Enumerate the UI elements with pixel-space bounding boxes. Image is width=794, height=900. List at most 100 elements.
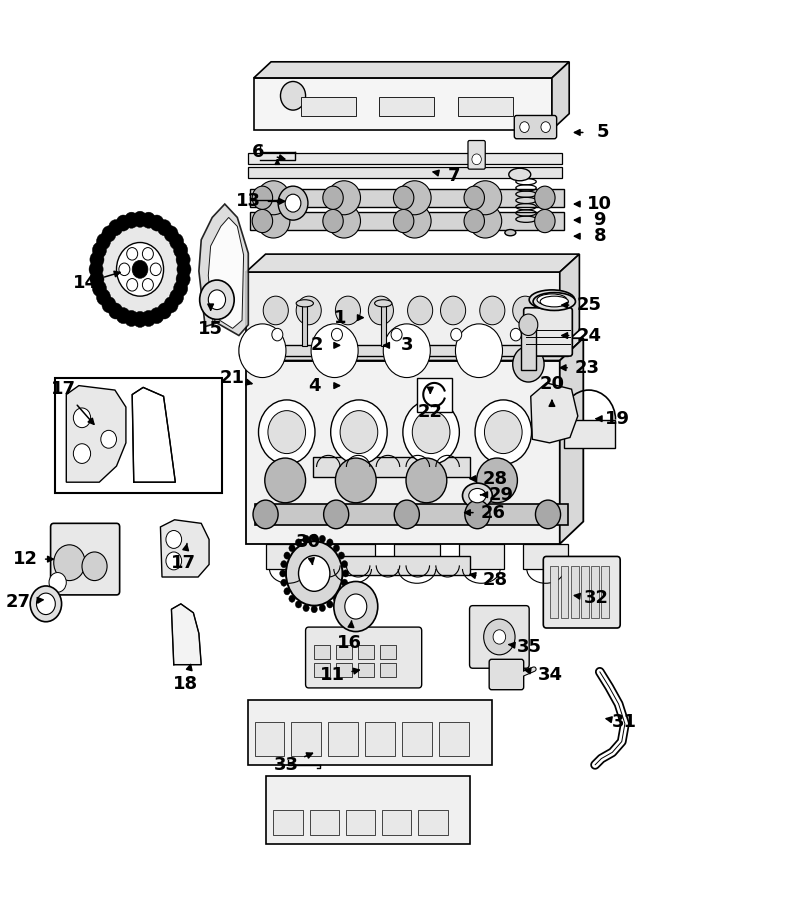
Bar [601,566,609,618]
Ellipse shape [398,181,431,215]
Bar [380,663,395,677]
Circle shape [252,186,272,210]
Circle shape [199,280,234,319]
Circle shape [285,194,301,212]
Text: 13: 13 [236,193,260,211]
Polygon shape [66,385,126,482]
Text: 27: 27 [5,593,30,611]
Polygon shape [560,254,580,348]
Ellipse shape [335,458,376,503]
Circle shape [327,539,333,546]
Circle shape [513,296,538,325]
Circle shape [286,541,342,606]
Text: 33: 33 [273,756,299,774]
Circle shape [264,296,288,325]
Ellipse shape [328,204,360,238]
Circle shape [391,328,402,341]
FancyBboxPatch shape [524,308,572,356]
Circle shape [534,186,555,210]
Circle shape [456,324,503,378]
Text: 23: 23 [575,359,599,377]
Circle shape [176,251,191,267]
Ellipse shape [540,296,569,307]
Text: 12: 12 [13,550,38,568]
Ellipse shape [537,294,567,305]
Ellipse shape [468,181,502,215]
Circle shape [484,410,522,454]
Text: 28: 28 [483,470,508,488]
Bar [255,504,569,525]
Circle shape [338,588,345,595]
Text: 5: 5 [596,123,609,141]
Circle shape [484,619,515,655]
Circle shape [407,296,433,325]
Circle shape [109,220,123,236]
Circle shape [472,154,481,165]
Ellipse shape [257,181,290,215]
Polygon shape [254,78,552,130]
Circle shape [303,536,309,543]
Text: 30: 30 [296,533,322,551]
Bar [345,810,376,834]
FancyBboxPatch shape [306,627,422,688]
Bar [581,566,589,618]
Circle shape [323,186,343,210]
Text: 10: 10 [588,195,612,213]
Circle shape [169,233,183,249]
Circle shape [109,303,123,319]
Bar [291,722,322,756]
Ellipse shape [529,290,575,310]
Bar [380,645,395,660]
Circle shape [395,500,419,528]
Circle shape [333,544,340,552]
Text: 35: 35 [517,638,542,656]
Circle shape [338,552,345,559]
Circle shape [142,248,153,260]
Circle shape [520,122,529,132]
Circle shape [311,534,318,541]
Circle shape [150,215,164,231]
Circle shape [464,500,490,528]
FancyBboxPatch shape [51,523,120,595]
Bar [336,663,352,677]
Circle shape [117,242,164,296]
Bar [330,544,376,569]
Circle shape [284,552,290,559]
Circle shape [73,408,91,427]
Circle shape [166,552,182,570]
Circle shape [335,296,360,325]
Circle shape [511,328,522,341]
Text: 7: 7 [448,167,460,185]
FancyBboxPatch shape [468,140,485,169]
Circle shape [281,579,287,586]
Circle shape [284,588,290,595]
Text: 24: 24 [576,327,601,345]
Circle shape [451,328,461,341]
Circle shape [295,601,302,608]
Circle shape [176,271,191,287]
Text: 16: 16 [337,634,362,652]
Polygon shape [198,204,249,336]
Circle shape [96,233,110,249]
Circle shape [327,601,333,608]
Bar [561,566,569,618]
Circle shape [90,251,104,267]
Text: 25: 25 [576,296,601,314]
Bar [521,320,536,370]
Circle shape [340,410,378,454]
Circle shape [331,328,342,341]
Circle shape [157,303,172,319]
Polygon shape [246,254,580,272]
Bar [358,663,374,677]
Circle shape [92,242,106,258]
Circle shape [174,242,187,258]
Circle shape [127,248,137,260]
Circle shape [150,263,161,275]
Circle shape [345,594,367,619]
Text: 17: 17 [51,380,75,398]
Circle shape [272,328,283,341]
Polygon shape [254,62,569,78]
Ellipse shape [462,483,492,508]
Circle shape [394,210,414,232]
Ellipse shape [505,230,516,236]
